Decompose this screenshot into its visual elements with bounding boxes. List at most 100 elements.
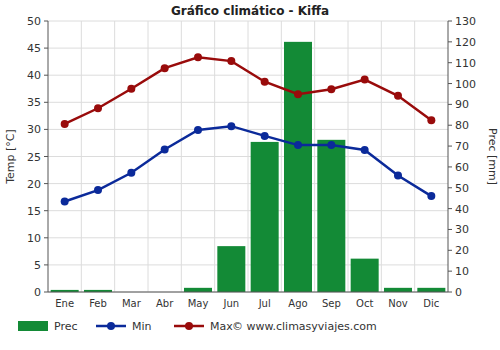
grid-line xyxy=(214,21,215,292)
marker xyxy=(227,122,235,130)
tick-label: 120 xyxy=(455,36,476,49)
grid-line xyxy=(81,21,82,292)
marker xyxy=(261,132,269,140)
tick xyxy=(44,183,48,184)
marker xyxy=(361,76,369,84)
marker xyxy=(427,192,435,200)
bar xyxy=(184,288,212,292)
legend-entry: Min xyxy=(96,320,152,333)
marker xyxy=(194,126,202,134)
tick-label: 10 xyxy=(27,232,41,245)
tick xyxy=(448,125,452,126)
grid-line xyxy=(248,21,249,292)
tick-label: 110 xyxy=(455,57,476,70)
marker xyxy=(127,85,135,93)
tick-label: 70 xyxy=(455,140,469,153)
marker xyxy=(327,141,335,149)
tick-label: 50 xyxy=(455,182,469,195)
bar xyxy=(251,142,279,292)
tick xyxy=(448,62,452,63)
chart: Gráfico climático - Kiffa 0 5 10 15 20 25 30 35 4… xyxy=(0,0,500,350)
tick-label: 5 xyxy=(34,259,41,272)
tick-label: Sep xyxy=(322,298,341,309)
title: Gráfico climático - Kiffa xyxy=(171,4,329,18)
tick-label: 30 xyxy=(27,123,41,136)
axis-line xyxy=(48,292,448,293)
line xyxy=(65,57,432,124)
tick xyxy=(448,187,452,188)
tick xyxy=(44,75,48,76)
tick-label: 15 xyxy=(27,205,41,218)
tick xyxy=(448,41,452,42)
marker xyxy=(94,104,102,112)
tick xyxy=(44,48,48,49)
grid-line xyxy=(381,21,382,292)
tick-label: 40 xyxy=(455,203,469,216)
tick-label: May xyxy=(188,298,209,309)
grid-line xyxy=(348,21,349,292)
tick xyxy=(44,264,48,265)
tick-label: 130 xyxy=(455,15,476,28)
bar xyxy=(417,288,445,292)
marker xyxy=(327,85,335,93)
tick-label: Jun xyxy=(223,298,240,309)
tick-label: 0 xyxy=(34,286,41,299)
grid-line xyxy=(114,21,115,292)
tick xyxy=(448,271,452,272)
tick-label: Ene xyxy=(55,298,74,309)
line xyxy=(65,126,432,201)
bar xyxy=(317,140,345,292)
tick xyxy=(448,208,452,209)
marker xyxy=(294,90,302,98)
marker xyxy=(194,53,202,61)
marker xyxy=(361,146,369,154)
tick-label: Oct xyxy=(356,298,373,309)
marker xyxy=(261,78,269,86)
legend-entry: Prec xyxy=(18,320,78,333)
axis-label: Temp [°C] xyxy=(4,129,17,185)
tick xyxy=(448,83,452,84)
marker xyxy=(394,92,402,100)
tick-label: 30 xyxy=(455,223,469,236)
marker xyxy=(427,116,435,124)
legend-label: Prec xyxy=(54,320,78,333)
axis-label: Prec [mm] xyxy=(486,128,499,185)
tick-label: 25 xyxy=(27,151,41,164)
tick xyxy=(44,292,48,293)
grid-line xyxy=(414,21,415,292)
tick-label: 20 xyxy=(455,244,469,257)
legend-swatch xyxy=(185,322,193,330)
tick xyxy=(448,146,452,147)
tick xyxy=(44,156,48,157)
tick-label: 100 xyxy=(455,78,476,91)
tick xyxy=(44,21,48,22)
marker xyxy=(161,64,169,72)
tick-label: 60 xyxy=(455,161,469,174)
bar xyxy=(384,288,412,292)
bar xyxy=(284,42,312,292)
tick xyxy=(448,229,452,230)
tick-label: 10 xyxy=(455,265,469,278)
marker xyxy=(61,197,69,205)
marker xyxy=(161,145,169,153)
marker xyxy=(394,171,402,179)
tick xyxy=(448,292,452,293)
legend-swatch xyxy=(18,321,48,331)
tick xyxy=(448,250,452,251)
marker xyxy=(227,57,235,65)
legend-entry: Max xyxy=(174,320,233,333)
grid-line xyxy=(48,292,448,293)
marker xyxy=(61,120,69,128)
legend-label: Max xyxy=(210,320,233,333)
tick xyxy=(44,210,48,211)
tick-label: 0 xyxy=(455,286,462,299)
legend-swatch xyxy=(107,322,115,330)
tick xyxy=(44,129,48,130)
tick-label: 40 xyxy=(27,69,41,82)
grid-line xyxy=(281,21,282,292)
tick xyxy=(44,102,48,103)
tick xyxy=(448,166,452,167)
tick-label: 35 xyxy=(27,96,41,109)
tick-label: Feb xyxy=(89,298,107,309)
tick-label: Dic xyxy=(423,298,439,309)
